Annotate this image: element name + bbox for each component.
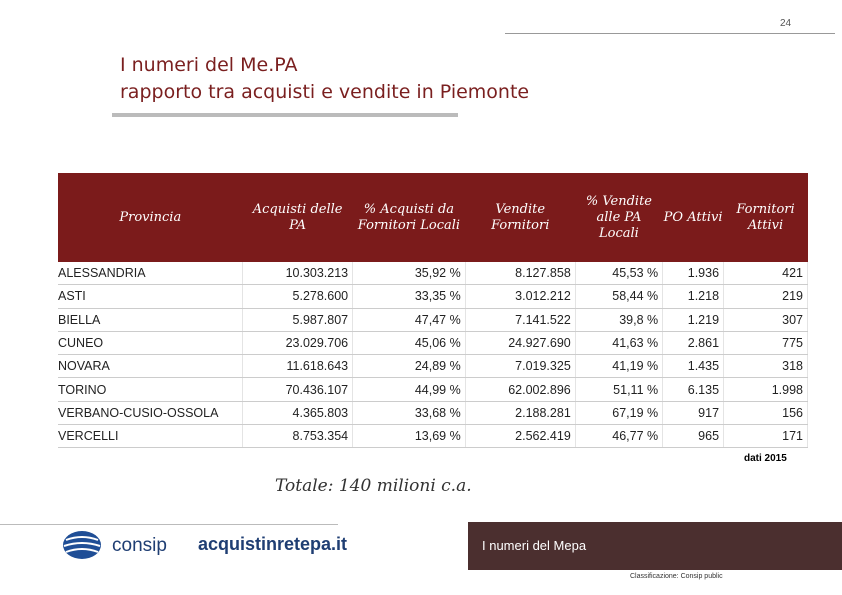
table-cell: 13,69 % [352,424,466,449]
title-line: rapporto tra acquisti e vendite in Piemo… [120,81,530,103]
table-cell: 46,77 % [575,424,664,449]
table-row: BIELLA 5.987.807 47,47 % 7.141.522 39,8 % 1.2… [58,308,808,332]
table-cell: 45,53 % [575,262,664,286]
rule [505,33,835,34]
table-cell: 41,63 % [575,331,664,356]
note: dati 2015 [744,453,787,464]
table-cell: CUNEO [58,331,244,356]
logo: acquistinretepa.it [198,534,348,554]
table-cell: 70.436.107 [242,377,354,402]
title-line: I numeri del Me.PA [120,54,298,76]
table-cell: 24.927.690 [465,331,576,356]
table-cell: 2.562.419 [465,424,576,449]
table-cell: 47,47 % [352,308,466,332]
page-number: 24 [780,18,792,29]
table-cell: 45,06 % [352,331,466,356]
table-cell: VERCELLI [58,424,244,449]
table-cell: 33,35 % [352,284,466,309]
consip-icon [63,531,101,559]
table-cell: 2.188.281 [465,401,576,426]
table-cell: 23.029.706 [242,331,354,356]
table-row: VERBANO-CUSIO-OSSOLA 4.365.803 33,68 % 2.18… [58,401,808,426]
data-table: Provincia Acquisti delle PA% Acquisti da … [58,173,808,449]
table-cell: NOVARA [58,354,244,379]
table-cell: 5.987.807 [242,308,354,332]
table-cell: VERBANO-CUSIO-OSSOLA [58,401,244,426]
column-header: Vendite Fornitori [465,173,576,262]
table-cell: 39,8 % [575,308,664,332]
table-cell: 44,99 % [352,377,466,402]
table-cell: ASTI [58,284,244,309]
table-cell: 1.435 [662,354,725,379]
table-cell: 2.861 [662,331,725,356]
table-cell: 4.365.803 [242,401,354,426]
table-cell: 24,89 % [352,354,466,379]
table-cell: 51,11 % [575,377,664,402]
table-cell: 11.618.643 [242,354,354,379]
table-cell: 917 [662,401,725,426]
table-row: NOVARA 11.618.643 24,89 % 7.019.325 41,19 % 1… [58,354,808,379]
table-row: CUNEO 23.029.706 45,06 % 24.927.690 41,63 % 2… [58,331,808,356]
table-cell: 156 [723,401,808,426]
table-cell: 10.303.213 [242,262,354,286]
table-cell: 35,92 % [352,262,466,286]
table-cell: 1.936 [662,262,725,286]
column-header: Acquisti delle PA [242,173,353,262]
table-cell: 8.127.858 [465,262,576,286]
table-cell: 6.135 [662,377,725,402]
column-header: Fornitori Attivi [723,173,808,262]
table-cell: BIELLA [58,308,244,332]
title-bar [112,113,458,117]
table-cell: TORINO [58,377,244,402]
column-header: % Vendite alle PA Locali [575,173,663,262]
table-cell: 307 [723,308,808,332]
table-cell: 7.019.325 [465,354,576,379]
table-cell: 5.278.600 [242,284,354,309]
table-cell: 33,68 % [352,401,466,426]
table-row: VERCELLI 8.753.354 13,69 % 2.562.419 46,77 %… [58,424,808,449]
table-row: ASTI 5.278.600 33,35 % 3.012.212 58,44 % 1.21… [58,284,808,309]
table-cell: 1.998 [723,377,808,402]
table-cell: 41,19 % [575,354,664,379]
table-cell: 318 [723,354,808,379]
column-header: Provincia [58,173,243,262]
table-row: TORINO 70.436.107 44,99 % 62.002.896 51,11 %… [58,377,808,402]
section-box: I numeri del Mepa [468,522,842,570]
table-cell: 62.002.896 [465,377,576,402]
table-cell: 3.012.212 [465,284,576,309]
table-cell: 775 [723,331,808,356]
table-cell: 219 [723,284,808,309]
table-row: ALESSANDRIA 10.303.213 35,92 % 8.127.858 45,… [58,262,808,286]
table-cell: 58,44 % [575,284,664,309]
logo: consip [112,535,167,556]
title: I numeri del Me.PA rapporto tra acquisti… [120,52,529,106]
table-cell: ALESSANDRIA [58,262,244,286]
column-header: PO Attivi [662,173,724,262]
column-header: % Acquisti da Fornitori Locali [352,173,466,262]
table-cell: 8.753.354 [242,424,354,449]
total: Totale: 140 milioni c.a. [275,476,472,496]
table-cell: 965 [662,424,725,449]
section-label: I numeri del Mepa [482,538,587,553]
table-cell: 1.218 [662,284,725,309]
table-cell: 1.219 [662,308,725,332]
footer-rule [0,524,338,525]
table-cell: 67,19 % [575,401,664,426]
classification: Classificazione: Consip public [630,573,723,580]
table-cell: 7.141.522 [465,308,576,332]
table-cell: 171 [723,424,808,449]
table-cell: 421 [723,262,808,286]
